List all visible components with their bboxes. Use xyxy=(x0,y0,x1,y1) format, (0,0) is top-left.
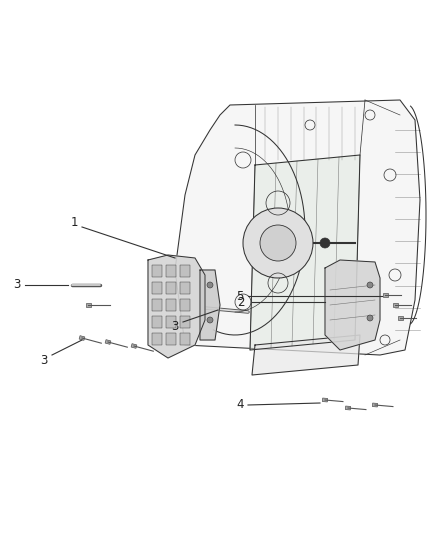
Circle shape xyxy=(320,238,330,248)
FancyBboxPatch shape xyxy=(398,316,403,320)
Bar xyxy=(166,333,176,345)
Text: 2: 2 xyxy=(237,295,245,309)
Text: 1: 1 xyxy=(70,215,78,229)
Polygon shape xyxy=(148,255,205,358)
Bar xyxy=(166,282,176,294)
Bar xyxy=(180,282,190,294)
Text: 5: 5 xyxy=(237,289,244,303)
Polygon shape xyxy=(325,260,380,350)
FancyBboxPatch shape xyxy=(105,340,111,344)
Bar xyxy=(152,316,162,328)
Circle shape xyxy=(367,315,373,321)
FancyBboxPatch shape xyxy=(345,406,351,410)
Circle shape xyxy=(207,282,213,288)
Text: 3: 3 xyxy=(40,353,48,367)
Bar xyxy=(152,282,162,294)
Bar xyxy=(152,265,162,277)
Circle shape xyxy=(243,208,313,278)
FancyBboxPatch shape xyxy=(382,293,388,297)
Polygon shape xyxy=(200,270,220,340)
Text: 3: 3 xyxy=(171,319,179,333)
Bar xyxy=(180,299,190,311)
Bar xyxy=(152,333,162,345)
Polygon shape xyxy=(252,335,360,375)
Circle shape xyxy=(207,317,213,323)
Bar xyxy=(166,265,176,277)
Bar xyxy=(180,265,190,277)
Bar xyxy=(166,299,176,311)
Bar xyxy=(166,316,176,328)
Circle shape xyxy=(260,225,296,261)
Bar xyxy=(152,299,162,311)
Text: 4: 4 xyxy=(236,399,244,411)
FancyBboxPatch shape xyxy=(85,303,91,307)
FancyBboxPatch shape xyxy=(79,336,85,341)
Text: 3: 3 xyxy=(13,279,21,292)
FancyBboxPatch shape xyxy=(322,398,328,402)
Polygon shape xyxy=(250,155,360,350)
Circle shape xyxy=(367,282,373,288)
FancyBboxPatch shape xyxy=(372,403,378,407)
FancyBboxPatch shape xyxy=(131,344,137,349)
Bar xyxy=(180,333,190,345)
FancyBboxPatch shape xyxy=(392,303,398,307)
Polygon shape xyxy=(175,100,420,355)
Bar xyxy=(180,316,190,328)
